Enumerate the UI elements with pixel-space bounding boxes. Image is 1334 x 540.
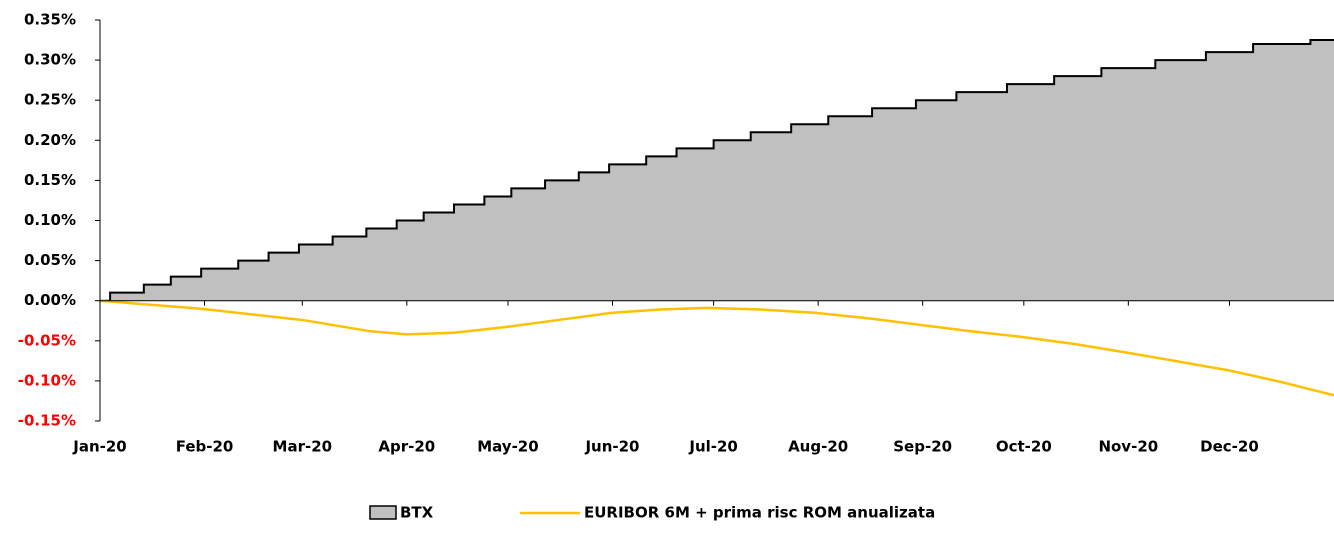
y-tick-label: 0.15%	[24, 171, 76, 189]
y-tick-label: 0.05%	[24, 251, 76, 269]
x-tick-label: Mar-20	[273, 438, 333, 456]
area	[100, 40, 1334, 301]
x-tick-label: Aug-20	[788, 438, 848, 456]
line	[99, 299, 1334, 397]
x-tick-label: Oct-20	[996, 438, 1052, 456]
step-line	[100, 39, 1334, 302]
x-tick-label: May-20	[477, 438, 538, 456]
x-tick-label: Jun-20	[584, 438, 639, 456]
y-tick-label: -0.10%	[18, 371, 76, 389]
x-tick-label: Sep-20	[893, 438, 952, 456]
y-tick-label: 0.10%	[24, 211, 76, 229]
y-tick-label: -0.15%	[18, 412, 76, 430]
y-tick-label: 0.25%	[24, 91, 76, 109]
x-tick-label: Nov-20	[1098, 438, 1158, 456]
y-tick-label: 0.30%	[24, 51, 76, 69]
x-tick-label: Dec-20	[1200, 438, 1259, 456]
x-tick-label: Apr-20	[378, 438, 435, 456]
y-tick-label: 0.35%	[24, 11, 76, 29]
y-tick-label: 0.00%	[24, 291, 76, 309]
x-tick-label: Jan-20	[72, 438, 126, 456]
legend-swatch	[369, 505, 397, 520]
legend-label: EURIBOR 6M + prima risc ROM anualizata	[584, 504, 935, 522]
x-tick-label: Feb-20	[176, 438, 234, 456]
y-tick-label: 0.20%	[24, 131, 76, 149]
y-tick-label: -0.05%	[18, 331, 76, 349]
x-tick-label: Jul-20	[688, 438, 738, 456]
legend-label: BTX	[400, 504, 434, 522]
